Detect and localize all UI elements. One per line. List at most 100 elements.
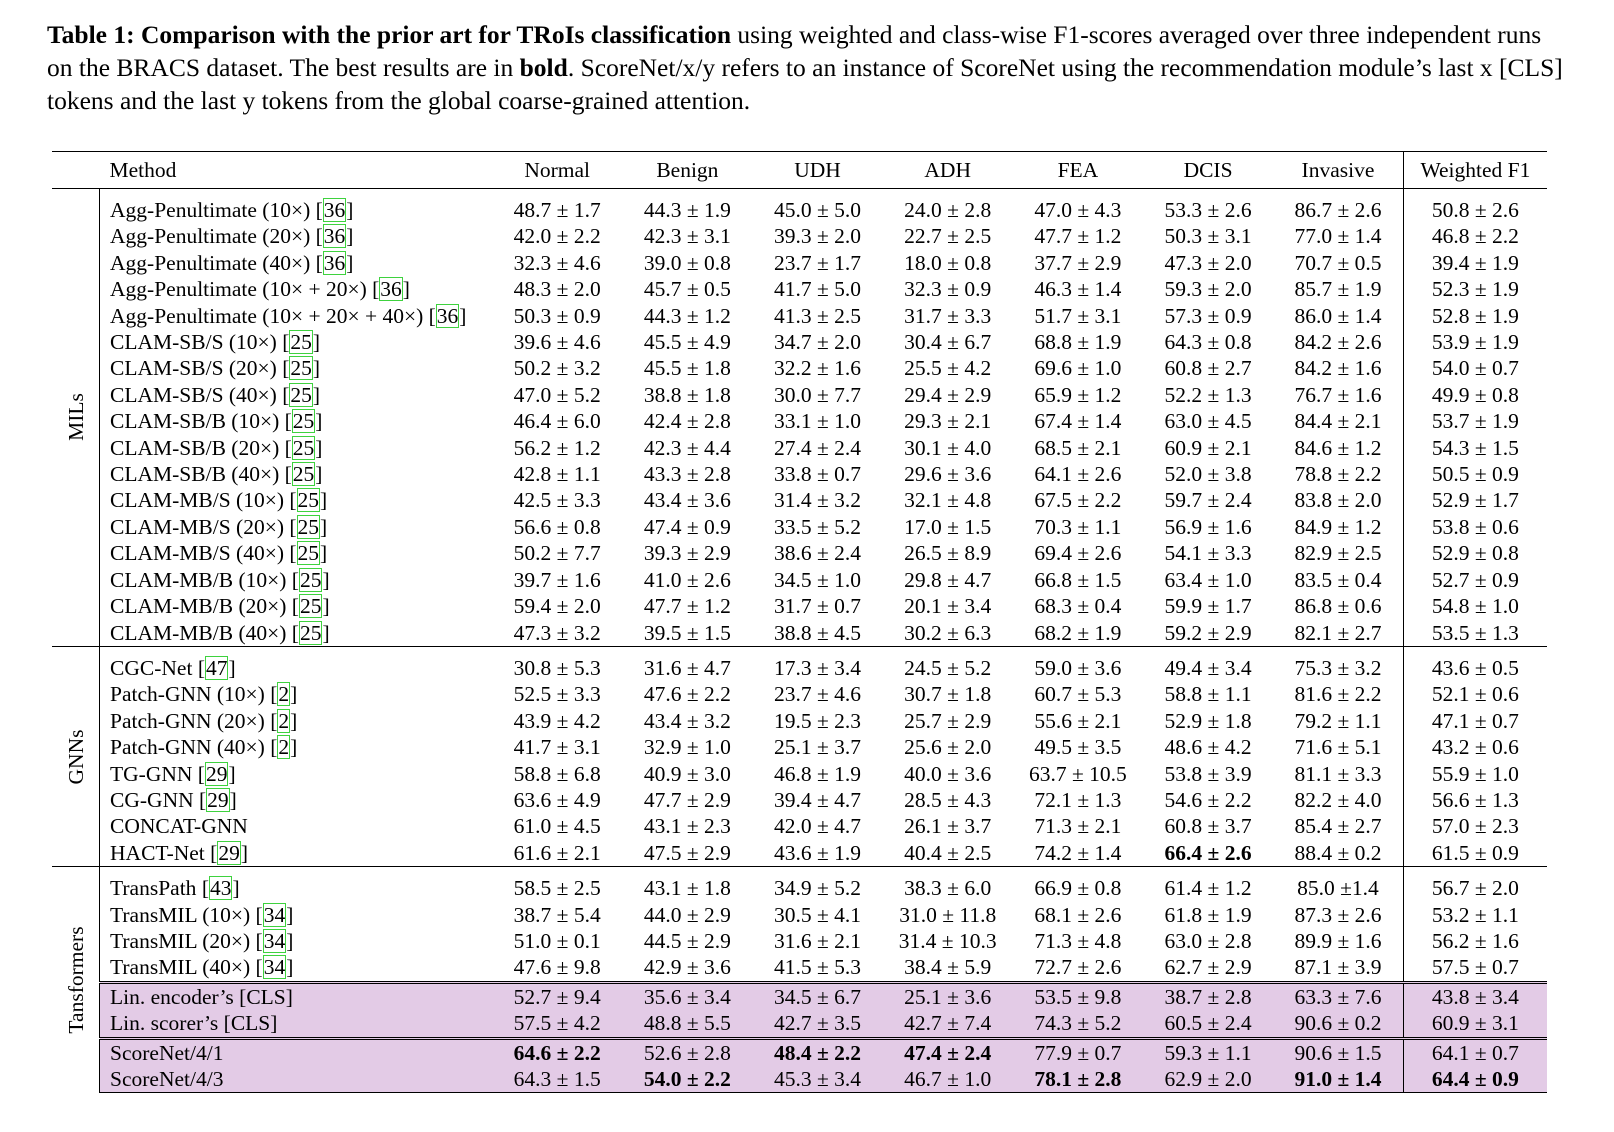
score-cell: 50.5 ± 0.9 bbox=[1402, 461, 1547, 488]
citation[interactable]: [36] bbox=[372, 277, 410, 302]
citation[interactable]: [25] bbox=[291, 594, 330, 619]
score-cell: 86.8 ± 0.6 bbox=[1294, 594, 1382, 619]
header-weighted-f1: Weighted F1 bbox=[1402, 151, 1547, 189]
table-row: HACT-Net [29] 61.6 ± 2.1 47.5 ± 2.9 43.6 ± … bbox=[52, 839, 1547, 867]
citation-number[interactable]: 25 bbox=[291, 462, 316, 487]
citation-number[interactable]: 29 bbox=[204, 761, 229, 786]
citation[interactable]: [36] bbox=[315, 250, 354, 275]
citation[interactable]: [43] bbox=[201, 876, 240, 901]
score-cell: 82.2 ± 4.0 bbox=[1294, 787, 1382, 812]
citation[interactable]: [2] bbox=[270, 735, 298, 760]
citation-number[interactable]: 29 bbox=[206, 787, 230, 812]
score-cell: 90.6 ± 1.5 bbox=[1273, 1036, 1404, 1066]
citation-number[interactable]: 25 bbox=[291, 435, 316, 460]
score-cell: 30.2 ± 6.3 bbox=[904, 620, 992, 645]
citation-number[interactable]: 25 bbox=[289, 330, 313, 355]
citation[interactable]: [25] bbox=[284, 462, 323, 487]
citation[interactable]: [36] bbox=[428, 303, 467, 328]
citation[interactable]: [25] bbox=[282, 356, 321, 381]
citation-number[interactable]: 34 bbox=[262, 902, 287, 927]
citation-number[interactable]: 25 bbox=[291, 409, 316, 434]
score-cell: 48.4 ± 2.2 bbox=[752, 1036, 883, 1066]
score-cell: 23.7 ± 4.6 bbox=[774, 682, 862, 707]
citation[interactable]: [47] bbox=[197, 655, 236, 680]
method-cell: ScoreNet/4/3 bbox=[99, 1066, 493, 1094]
method-name: TransMIL (20×) bbox=[110, 928, 256, 953]
caption-text-1: using weighted and class-wise F1-scores … bbox=[47, 20, 1542, 82]
score-cell: 44.3 ± 1.2 bbox=[643, 303, 731, 328]
citation-number[interactable]: 36 bbox=[435, 303, 460, 328]
citation[interactable]: [25] bbox=[282, 330, 321, 355]
score-cell: 60.8 ± 3.7 bbox=[1164, 814, 1252, 839]
citation[interactable]: [25] bbox=[282, 382, 321, 407]
citation-number[interactable]: 2 bbox=[277, 735, 291, 760]
citation-number[interactable]: 34 bbox=[262, 928, 287, 953]
score-cell: 51.7 ± 3.1 bbox=[1034, 303, 1122, 328]
citation[interactable]: [29] bbox=[210, 840, 248, 865]
score-cell: 54.8 ± 1.0 bbox=[1402, 593, 1547, 620]
score-cell: 42.0 ± 4.7 bbox=[774, 814, 862, 839]
citation[interactable]: [25] bbox=[291, 620, 330, 645]
method-name: CLAM-MB/B (20×) bbox=[110, 594, 292, 619]
citation-number[interactable]: 2 bbox=[277, 708, 291, 733]
citation-number[interactable]: 29 bbox=[217, 840, 241, 865]
citation[interactable]: [25] bbox=[291, 567, 330, 592]
score-cell: 25.5 ± 4.2 bbox=[904, 356, 992, 381]
method-name: CG-GNN bbox=[110, 787, 199, 812]
citation[interactable]: [25] bbox=[284, 409, 323, 434]
score-cell: 34.5 ± 1.0 bbox=[774, 567, 862, 592]
score-cell: 74.3 ± 5.2 bbox=[1012, 1010, 1143, 1039]
citation[interactable]: [36] bbox=[315, 198, 354, 222]
citation[interactable]: [2] bbox=[270, 708, 298, 733]
citation-number[interactable]: 25 bbox=[289, 382, 313, 407]
score-cell: 38.4 ± 5.9 bbox=[904, 955, 992, 980]
citation[interactable]: [25] bbox=[289, 514, 328, 539]
table-row: CLAM-MB/B (40×) [25] 47.3 ± 3.2 39.5 ± 1.5… bbox=[52, 619, 1547, 647]
score-cell: 44.3 ± 1.9 bbox=[643, 198, 731, 222]
citation[interactable]: [34] bbox=[255, 902, 294, 927]
citation-number[interactable]: 36 bbox=[322, 250, 347, 275]
citation-number[interactable]: 25 bbox=[296, 488, 321, 513]
citation[interactable]: [25] bbox=[289, 541, 328, 566]
score-cell: 50.2 ± 7.7 bbox=[513, 541, 601, 566]
citation[interactable]: [34] bbox=[255, 955, 294, 980]
citation[interactable]: [36] bbox=[315, 224, 354, 249]
score-cell: 60.9 ± 3.1 bbox=[1402, 1010, 1547, 1039]
score-cell: 69.6 ± 1.0 bbox=[1034, 356, 1122, 381]
table-row: ScoreNet/4/1 64.6 ± 2.2 52.6 ± 2.8 48.4 ± 2… bbox=[52, 1036, 1547, 1066]
citation-number[interactable]: 25 bbox=[298, 620, 323, 645]
citation[interactable]: [29] bbox=[199, 787, 237, 812]
score-cell: 48.7 ± 1.7 bbox=[513, 198, 601, 222]
citation-number[interactable]: 36 bbox=[322, 224, 347, 249]
citation-number[interactable]: 47 bbox=[204, 655, 229, 680]
citation-number[interactable]: 43 bbox=[208, 876, 233, 901]
score-cell: 48.8 ± 5.5 bbox=[622, 1010, 753, 1039]
citation[interactable]: [34] bbox=[255, 928, 294, 953]
citation[interactable]: [25] bbox=[284, 435, 323, 460]
score-cell: 47.6 ± 2.2 bbox=[643, 682, 731, 707]
citation-number[interactable]: 25 bbox=[298, 567, 323, 592]
citation-number[interactable]: 34 bbox=[262, 955, 287, 980]
method-cell: CLAM-SB/S (20×) [25] bbox=[100, 355, 493, 381]
citation-number[interactable]: 25 bbox=[296, 514, 321, 539]
score-cell: 85.0 ±1.4 bbox=[1273, 866, 1404, 902]
citation-number[interactable]: 25 bbox=[296, 541, 321, 566]
score-cell: 72.7 ± 2.6 bbox=[1034, 955, 1122, 980]
citation-number[interactable]: 25 bbox=[298, 594, 323, 619]
citation[interactable]: [29] bbox=[197, 761, 236, 786]
score-cell: 43.1 ± 2.3 bbox=[643, 814, 731, 839]
citation[interactable]: [2] bbox=[270, 682, 298, 707]
citation[interactable]: [25] bbox=[289, 488, 328, 513]
citation-number[interactable]: 2 bbox=[277, 682, 291, 707]
method-name: Patch-GNN (40×) bbox=[110, 735, 271, 760]
method-name: TransMIL (40×) bbox=[110, 955, 256, 980]
score-cell: 39.4 ± 1.9 bbox=[1402, 249, 1547, 277]
method-name: Agg-Penultimate (20×) bbox=[110, 224, 316, 249]
citation-number[interactable]: 36 bbox=[322, 198, 347, 222]
score-cell: 22.7 ± 2.5 bbox=[904, 224, 992, 249]
score-cell: 42.3 ± 4.4 bbox=[643, 435, 731, 460]
citation-number[interactable]: 36 bbox=[379, 277, 403, 302]
score-cell: 37.7 ± 2.9 bbox=[1034, 250, 1122, 275]
method-cell: CLAM-MB/B (10×) [25] bbox=[100, 567, 493, 593]
citation-number[interactable]: 25 bbox=[289, 356, 313, 381]
